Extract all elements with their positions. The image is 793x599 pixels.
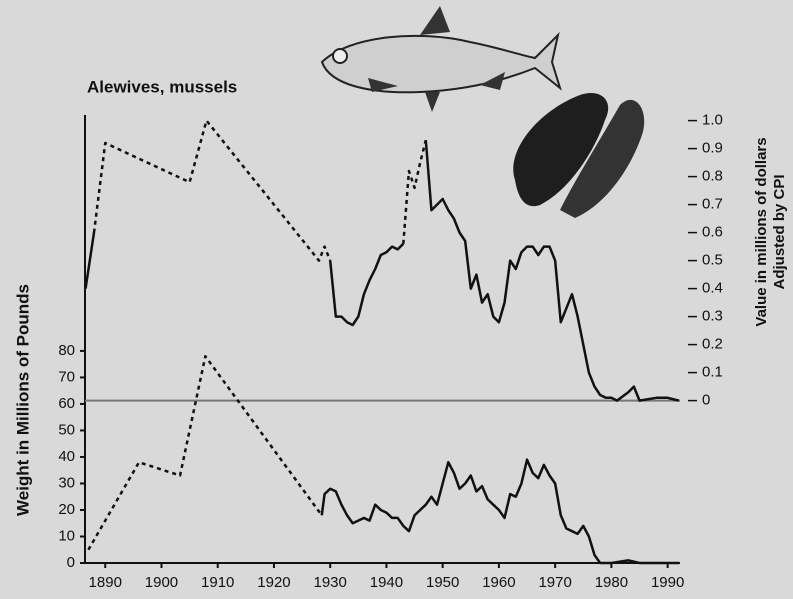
y2-tick-label: 0.4 (702, 280, 723, 297)
y-tick-label: 0 (67, 554, 75, 571)
x-tick-label: 1950 (426, 574, 459, 591)
data-line (402, 139, 428, 244)
x-tick-label: 1930 (314, 574, 347, 591)
y2-tick-label: 0.9 (702, 140, 723, 157)
x-tick-label: 1920 (257, 574, 290, 591)
y2-tick-label: 1.0 (702, 112, 723, 129)
y-axis-label: Weight in Millions of Pounds (13, 284, 32, 516)
y-tick-label: 40 (58, 448, 75, 465)
y-tick-label: 30 (58, 474, 75, 491)
alewife-illustration (320, 6, 562, 112)
x-tick-label: 1910 (201, 574, 234, 591)
y2-axis-label: Adjusted by CPI (771, 174, 788, 289)
x-tick-label: 1900 (145, 574, 178, 591)
x-tick-label: 1890 (89, 574, 122, 591)
x-tick-label: 1980 (595, 574, 628, 591)
x-tick-label: 1940 (370, 574, 403, 591)
data-line (92, 119, 332, 262)
data-line (320, 458, 679, 565)
y2-tick-label: 0 (702, 392, 710, 409)
y2-tick-label: 0.6 (702, 224, 723, 241)
data-line (84, 232, 96, 289)
y2-tick-label: 0.3 (702, 308, 723, 325)
y-tick-label: 20 (58, 501, 75, 518)
y2-axis-label: Value in millions of dollars (753, 137, 770, 326)
y2-tick-label: 0.7 (702, 196, 723, 213)
y2-tick-label: 0.8 (702, 168, 723, 185)
x-tick-label: 1960 (482, 574, 515, 591)
y2-tick-label: 0.2 (702, 336, 723, 353)
y-tick-label: 70 (58, 368, 75, 385)
y2-tick-label: 0.5 (702, 252, 723, 269)
y-tick-label: 10 (58, 527, 75, 544)
chart-title: Alewives, mussels (87, 77, 237, 96)
data-line (87, 354, 323, 551)
data-line (328, 242, 405, 327)
x-tick-label: 1990 (651, 574, 684, 591)
x-tick-label: 1970 (538, 574, 571, 591)
y-tick-label: 80 (58, 342, 75, 359)
y-tick-label: 60 (58, 395, 75, 412)
y2-tick-label: 0.1 (702, 364, 723, 381)
mussel-illustration (513, 92, 645, 218)
y-tick-label: 50 (58, 421, 75, 438)
data-line (424, 140, 680, 402)
